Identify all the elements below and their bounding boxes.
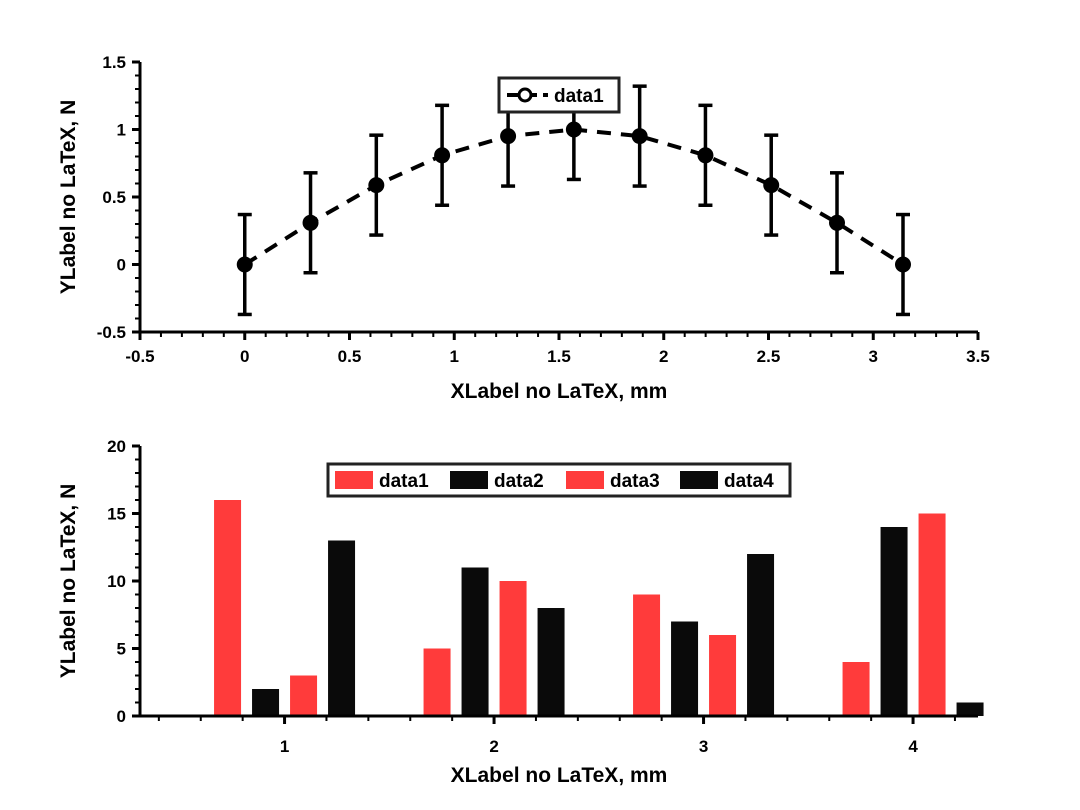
x-tick-label: 1 (450, 347, 459, 366)
y-tick-label: 15 (107, 505, 126, 524)
bar-data3-cat-3 (709, 635, 737, 716)
y-axis-label: YLabel no LaTeX, N (57, 100, 80, 294)
x-tick-label: 4 (908, 737, 918, 756)
legend-marker-sample (517, 87, 533, 103)
data-point (368, 177, 385, 194)
bar-data1-cat-2 (423, 648, 451, 716)
x-tick-label: 3.5 (966, 347, 990, 366)
y-tick-label: 1.5 (102, 53, 126, 72)
x-tick-label: 2 (659, 347, 668, 366)
x-tick-label: 3 (699, 737, 708, 756)
x-tick-label: 1 (280, 737, 289, 756)
x-tick-label: 1.5 (547, 347, 571, 366)
y-tick-label: 1 (117, 121, 126, 140)
y-tick-label: 5 (117, 640, 126, 659)
x-axis-label: XLabel no LaTeX, mm (451, 764, 668, 787)
x-axis-label: XLabel no LaTeX, mm (451, 380, 668, 403)
bottom-bar-chart: 1 2 3 4 0 5 10 15 20 XLabel no LaTeX, mm YLabel no… (57, 437, 984, 787)
bar-data2-cat-1 (252, 689, 280, 716)
bar-data4-cat-2 (537, 608, 565, 716)
bar-data4-cat-3 (747, 554, 775, 716)
data-point (302, 214, 319, 231)
x-tick-label: -0.5 (125, 347, 154, 366)
legend-label-data4: data4 (724, 471, 774, 492)
bar-data1-cat-1 (214, 500, 242, 716)
data-point (565, 121, 582, 138)
x-tick-label: 0.5 (338, 347, 362, 366)
x-tick-label: 3 (869, 347, 878, 366)
bar-data3-cat-1 (290, 675, 318, 716)
bar-data3-cat-2 (499, 581, 527, 716)
y-tick-label: 0.5 (102, 188, 126, 207)
bar-data4-cat-1 (328, 540, 356, 716)
y-tick-label: 0 (117, 707, 126, 726)
data-point (697, 147, 714, 164)
data-point (894, 256, 911, 273)
legend-swatch-data1 (335, 471, 373, 489)
legend-label-data1: data1 (554, 86, 604, 107)
data-point (763, 177, 780, 194)
legend-swatch-data2 (450, 471, 488, 489)
y-axis-label: YLabel no LaTeX, N (57, 484, 80, 678)
legend-swatch-data3 (566, 471, 604, 489)
x-tick-label: 2 (489, 737, 498, 756)
bar-data4-cat-4 (956, 702, 984, 716)
top-errorbar-chart: -0.5 0 0.5 1 1.5 2 2.5 3 3.5 -0.5 0 0.5 1 1.5 XLabel n… (57, 53, 990, 403)
bar-data1-cat-4 (842, 662, 870, 716)
x-tick-label: 2.5 (757, 347, 781, 366)
data-point (236, 256, 253, 273)
legend: data1 (497, 76, 621, 114)
y-tick-label: 20 (107, 437, 126, 456)
legend-label-data3: data3 (610, 471, 660, 492)
bar-data2-cat-3 (671, 621, 699, 716)
legend-label-data1: data1 (379, 471, 429, 492)
bar-data1-cat-3 (633, 594, 661, 716)
y-tick-label: 0 (117, 256, 126, 275)
data-point (829, 214, 846, 231)
bar-data2-cat-4 (880, 527, 908, 716)
legend-swatch-data4 (680, 471, 718, 489)
x-tick-label: 0 (240, 347, 249, 366)
data-point (500, 128, 517, 145)
y-tick-label: -0.5 (97, 323, 126, 342)
bar-data2-cat-2 (461, 567, 489, 716)
data-point (434, 147, 451, 164)
legend-label-data2: data2 (494, 471, 544, 492)
y-tick-label: 10 (107, 572, 126, 591)
data-point (631, 128, 648, 145)
legend: data1 data2 data3 data4 (326, 462, 792, 498)
bar-data3-cat-4 (918, 513, 946, 716)
